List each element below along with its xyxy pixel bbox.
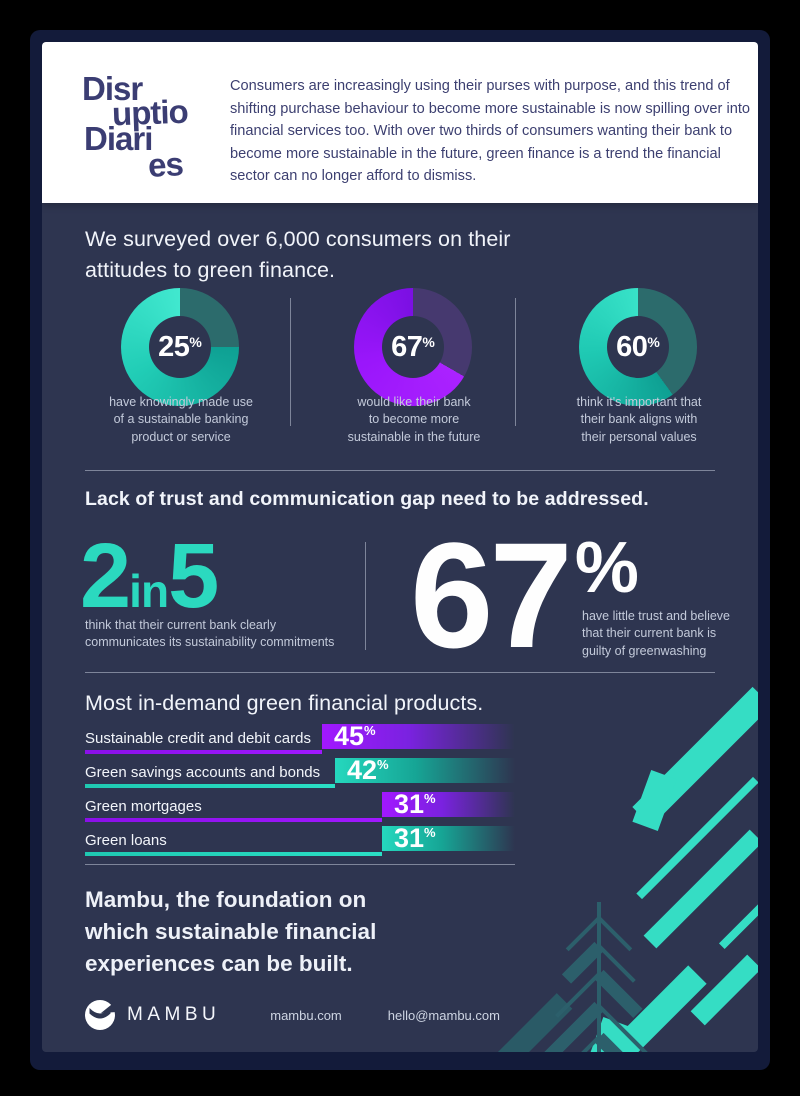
- donut-chart-personal-values: 60%: [579, 288, 697, 406]
- logo-fragment: es: [147, 145, 184, 184]
- bar-chart-green-products: 45% Sustainable credit and debit cards 4…: [85, 721, 515, 860]
- donut-caption: have knowingly made use of a sustainable…: [109, 395, 253, 444]
- header-card: Disr uptio Diari es Consumers are increa…: [42, 42, 758, 203]
- donut-value: 60%: [616, 330, 660, 363]
- page-content: Disr uptio Diari es Consumers are increa…: [42, 42, 758, 1052]
- donut-caption: would like their bank to become more sus…: [347, 395, 481, 444]
- website-link[interactable]: mambu.com: [270, 1007, 342, 1023]
- bar-fill: 42%: [335, 755, 515, 785]
- logo-fragment: Diari: [84, 120, 153, 157]
- products-heading: Most in-demand green financial products.: [85, 691, 484, 715]
- footer-heading: Mambu, the foundation on which sustainab…: [85, 887, 377, 976]
- survey-heading: We surveyed over 6,000 consumers on thei…: [85, 227, 511, 282]
- column-divider: [290, 298, 291, 426]
- stat-divider: [365, 542, 366, 650]
- column-divider: [515, 298, 516, 426]
- donut-value: 25%: [158, 330, 202, 363]
- bar-underline: [85, 851, 382, 856]
- donut-chart-bank-sustainability: 67%: [354, 288, 472, 406]
- donut-chart-sustainable-usage: 25%: [121, 288, 239, 406]
- trust-heading: Lack of trust and communication gap need…: [85, 488, 649, 510]
- bar-fill: 31%: [382, 823, 515, 853]
- donut-value: 67%: [391, 330, 435, 363]
- section-divider: [85, 864, 515, 865]
- teal-stripe: [690, 954, 758, 1026]
- bar-label: Green loans: [85, 832, 167, 849]
- bar-underline: [85, 749, 322, 754]
- bar-fill: 31%: [382, 789, 515, 819]
- stat-sixty-seven-percent: 67 %: [410, 511, 639, 679]
- bar-underline: [85, 817, 382, 822]
- ratio-caption: think that their current bank clearly co…: [85, 618, 335, 650]
- mambu-wordmark: MAMBU: [127, 1004, 221, 1025]
- disruption-diaries-logo: Disr uptio Diari es: [82, 68, 242, 184]
- email-link[interactable]: hello@mambu.com: [387, 1007, 500, 1023]
- bar-row: 31% Green mortgages: [85, 789, 515, 822]
- footer-brand-row: MAMBU mambu.com hello@mambu.com: [85, 1000, 500, 1030]
- teal-stripe: [718, 900, 758, 950]
- mambu-logo-icon: [85, 1000, 115, 1030]
- bar-underline: [85, 783, 335, 788]
- bar-label: Green mortgages: [85, 798, 202, 815]
- logo-fragment: Disr: [82, 70, 143, 107]
- donut-caption: think it's important that their bank ali…: [576, 395, 702, 444]
- bar-label: Sustainable credit and debit cards: [85, 730, 311, 747]
- infographic-page: Disr uptio Diari es Consumers are increa…: [30, 30, 770, 1070]
- bar-row: 42% Green savings accounts and bonds: [85, 755, 515, 788]
- intro-paragraph: Consumers are increasingly using their p…: [230, 78, 750, 185]
- bar-label: Green savings accounts and bonds: [85, 764, 321, 781]
- stat-two-in-five: 2in5: [80, 525, 219, 627]
- section-divider: [85, 672, 715, 673]
- bar-fill: 45%: [322, 721, 515, 751]
- percent-caption: have little trust and believe that their…: [582, 609, 731, 658]
- bar-row: 45% Sustainable credit and debit cards: [85, 721, 515, 754]
- section-divider: [85, 470, 715, 471]
- bar-row: 31% Green loans: [85, 823, 515, 856]
